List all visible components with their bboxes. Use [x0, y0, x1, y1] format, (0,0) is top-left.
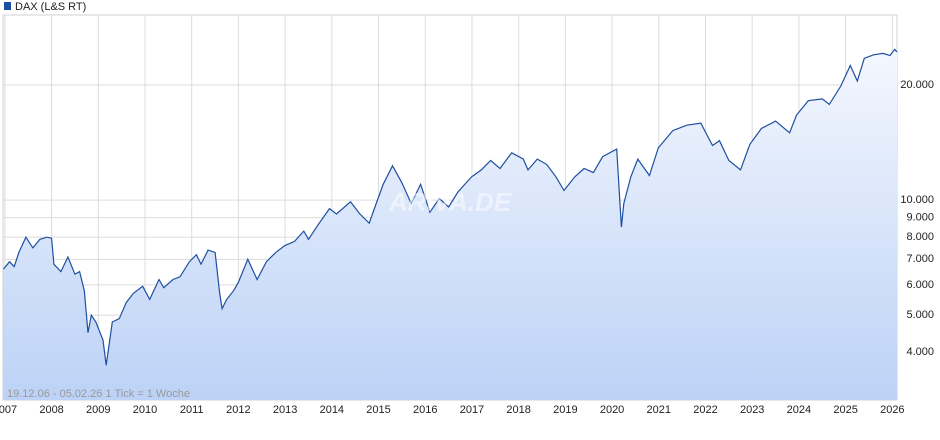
x-tick-label: 2021: [647, 404, 671, 416]
x-tick-label: 2017: [460, 404, 484, 416]
x-tick-label: 2009: [86, 404, 110, 416]
axis-labels: 4.000 5.000 6.000 7.000 8.000 9.000 10.000 20.0…: [0, 79, 934, 416]
x-tick-label: 2010: [133, 404, 157, 416]
x-tick-label: 2008: [39, 404, 63, 416]
legend-swatch: [4, 2, 11, 10]
x-tick-label: 2014: [320, 404, 344, 416]
y-tick-label: 7.000: [906, 253, 934, 265]
y-tick-label: 9.000: [906, 212, 934, 224]
x-tick-label: 2016: [413, 404, 437, 416]
legend-label: DAX (L&S RT): [15, 1, 86, 13]
x-tick-label: 2024: [787, 404, 811, 416]
y-tick-label: 8.000: [906, 231, 934, 243]
marks: [3, 48, 898, 401]
area-fill: [3, 49, 897, 401]
x-tick-label: 2013: [273, 404, 297, 416]
x-tick-label: 2026: [880, 404, 904, 416]
x-tick-label: 2011: [180, 404, 204, 416]
x-tick-label: 2023: [740, 404, 764, 416]
x-tick-label: 2022: [693, 404, 717, 416]
y-tick-label: 20.000: [900, 79, 934, 91]
y-tick-label: 10.000: [900, 194, 934, 206]
x-tick-label: 2020: [600, 404, 624, 416]
line: [3, 48, 898, 366]
x-tick-label: 2025: [833, 404, 857, 416]
watermark: ARIVA.DE: [388, 187, 512, 217]
x-tick-label: 2007: [0, 404, 17, 416]
x-tick-label: 2019: [553, 404, 577, 416]
y-tick-label: 4.000: [906, 346, 934, 358]
x-tick-label: 2015: [366, 404, 390, 416]
y-tick-label: 6.000: [906, 279, 934, 291]
y-tick-label: 5.000: [906, 309, 934, 321]
x-tick-label: 2018: [506, 404, 530, 416]
x-tick-label: 2012: [226, 404, 250, 416]
footnote: 19.12.06 - 05.02.26 1 Tick = 1 Woche: [7, 388, 190, 400]
